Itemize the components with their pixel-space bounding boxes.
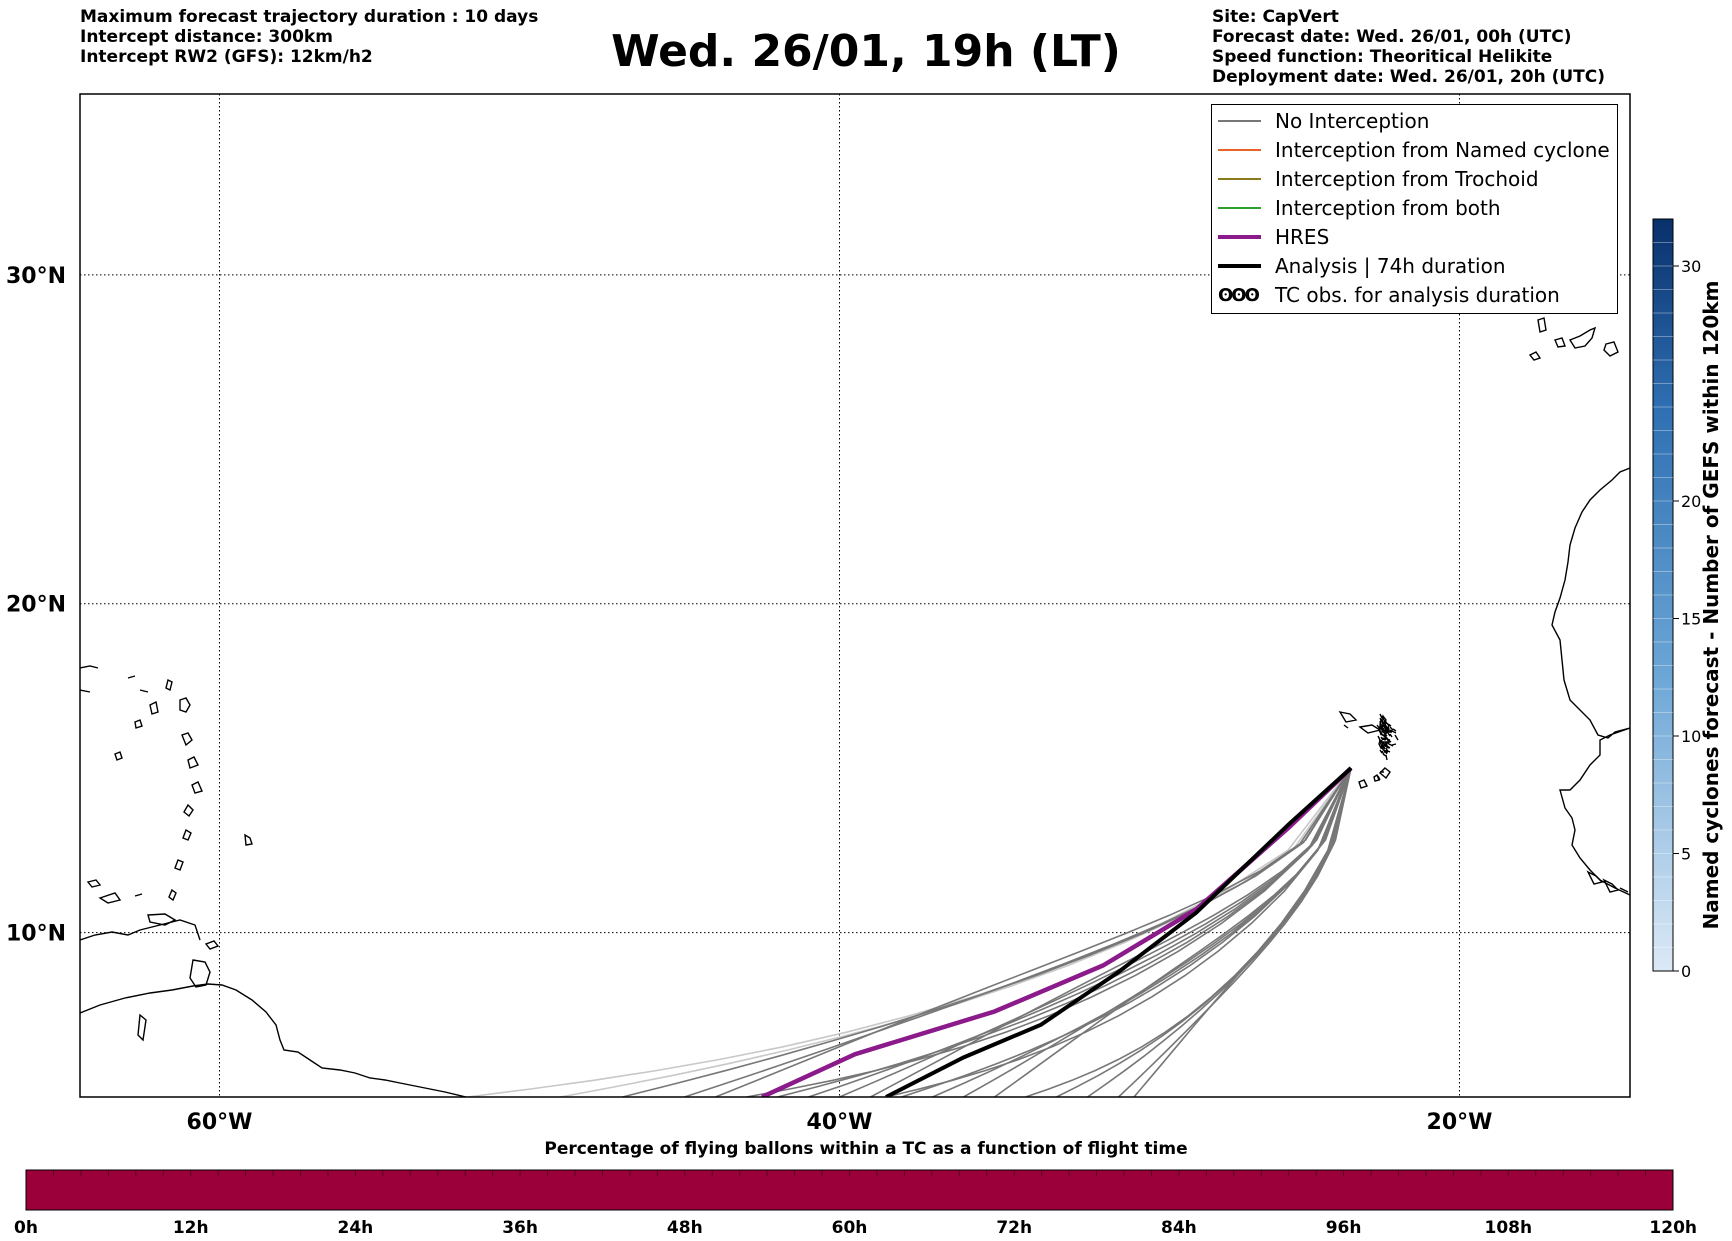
legend-swatch (1218, 178, 1261, 180)
flight-time-tick-label: 96h (1326, 1218, 1362, 1238)
flight-time-tick-label: 60h (832, 1218, 868, 1238)
legend-swatch (1218, 207, 1261, 209)
legend-item-tc-obs: ʘʘʘ TC obs. for analysis duration (1218, 283, 1560, 307)
lon-tick-label: 20°W (1427, 1110, 1493, 1135)
south-america-coast (80, 983, 469, 1097)
ensemble-trajectory (839, 767, 1352, 1097)
legend-item-no-interception: No Interception (1212, 107, 1617, 136)
trinidad-coast (189, 959, 211, 988)
flight-time-bar (25, 1169, 1674, 1211)
info-forecast-date: Forecast date: Wed. 26/01, 00h (UTC) (1212, 27, 1572, 47)
flight-time-tick-label: 120h (1649, 1218, 1697, 1238)
info-site: Site: CapVert (1212, 7, 1339, 27)
colorbar-tick-label: 15 (1681, 610, 1701, 629)
colorbar-tick-label: 20 (1681, 492, 1701, 511)
flight-time-tick-label: 84h (1161, 1218, 1197, 1238)
hres-trajectory (761, 766, 1353, 1097)
legend-item-hres: HRES (1212, 223, 1617, 252)
lon-tick-label: 40°W (807, 1110, 873, 1135)
legend-swatch (1218, 235, 1261, 239)
ensemble-trajectory (684, 767, 1352, 1097)
latitude-labels: 30°N 20°N 10°N (6, 264, 66, 947)
flight-time-tick-label: 72h (996, 1218, 1032, 1238)
ensemble-trajectories (467, 767, 1352, 1097)
colorbar-bands (1653, 242, 1673, 948)
info-deployment-date: Deployment date: Wed. 26/01, 20h (UTC) (1212, 67, 1606, 87)
colorbar-ticks: 0 5 10 15 20 30 (1673, 257, 1701, 981)
legend-item-trochoid: Interception from Trochoid (1212, 165, 1617, 194)
flight-time-tick-label: 12h (173, 1218, 209, 1238)
venezuela-islands (86, 879, 177, 1042)
lat-tick-label: 10°N (6, 922, 66, 947)
canary-islands (1528, 317, 1619, 361)
map-gridlines (80, 94, 1630, 1097)
cyclone-colorbar (1652, 218, 1674, 972)
lon-tick-label: 60°W (187, 1110, 253, 1135)
flight-time-tick-label: 24h (338, 1218, 374, 1238)
legend-item-both: Interception from both (1212, 194, 1617, 223)
africa-coast (1551, 467, 1630, 896)
map-legend: No Interception Interception from Named … (1211, 104, 1618, 314)
colorbar-tick-label: 5 (1681, 845, 1691, 864)
ensemble-trajectory (1056, 767, 1352, 1097)
longitude-labels: 60°W 40°W 20°W (187, 1110, 1493, 1135)
ensemble-trajectory (885, 767, 1352, 1097)
map-frame (79, 93, 1631, 1098)
paraguana-coast (80, 919, 201, 941)
analysis-trajectory (885, 766, 1353, 1097)
legend-item-analysis: Analysis | 74h duration (1212, 252, 1617, 281)
colorbar-label: Named cyclones forecast - Number of GEFS… (1699, 280, 1723, 930)
tobago-coast (204, 940, 220, 950)
ensemble-trajectory (994, 767, 1352, 1097)
ensemble-trajectory (1117, 767, 1352, 1097)
site-info: Site: CapVert Forecast date: Wed. 26/01,… (1212, 7, 1605, 87)
lat-tick-label: 20°N (6, 593, 66, 618)
ensemble-trajectory (715, 767, 1352, 1097)
flight-time-ticks: 0h 12h 24h 36h 48h 60h 72h 84h 96h 108h 120h (14, 1170, 1697, 1238)
virgin-islands (80, 665, 159, 761)
colorbar-tick-label: 0 (1681, 962, 1691, 981)
legend-swatch (1218, 149, 1261, 151)
param-intercept-distance: Intercept distance: 300km (80, 27, 333, 47)
map-title: Wed. 26/01, 19h (LT) (611, 26, 1121, 77)
tc-symbol-icon: ʘʘʘ (1218, 285, 1260, 306)
colorbar-tick-label: 10 (1681, 727, 1701, 746)
param-intercept-rw2: Intercept RW2 (GFS): 12km/h2 (80, 47, 373, 67)
cape-verde-boa-vista (1376, 724, 1391, 755)
forecast-parameters: Maximum forecast trajectory duration : 1… (80, 7, 538, 67)
flight-time-tick-label: 108h (1485, 1218, 1533, 1238)
param-max-duration: Maximum forecast trajectory duration : 1… (80, 7, 539, 27)
ensemble-trajectory (1133, 767, 1352, 1097)
ensemble-trajectory (870, 767, 1352, 1097)
antilles-islands (165, 678, 253, 902)
flight-time-tick-label: 0h (14, 1218, 38, 1238)
coastlines (80, 317, 1630, 1097)
legend-swatch (1218, 120, 1261, 122)
ensemble-trajectory (808, 767, 1352, 1097)
cape-verde-sal (1378, 714, 1390, 750)
legend-swatch (1218, 264, 1261, 268)
cape-verde-santiago (1358, 767, 1391, 789)
legend-item-named-cyclone: Interception from Named cyclone (1212, 136, 1617, 165)
ensemble-trajectory (746, 767, 1352, 1097)
africa-islands (1586, 870, 1629, 893)
info-speed-function: Speed function: Theoritical Helikite (1212, 47, 1553, 67)
flight-time-title: Percentage of flying ballons within a TC… (544, 1139, 1188, 1159)
colorbar-tick-label: 30 (1681, 257, 1701, 276)
lat-tick-label: 30°N (6, 264, 66, 289)
flight-time-tick-label: 36h (502, 1218, 538, 1238)
flight-time-tick-label: 48h (667, 1218, 703, 1238)
ensemble-trajectory (777, 767, 1352, 1097)
